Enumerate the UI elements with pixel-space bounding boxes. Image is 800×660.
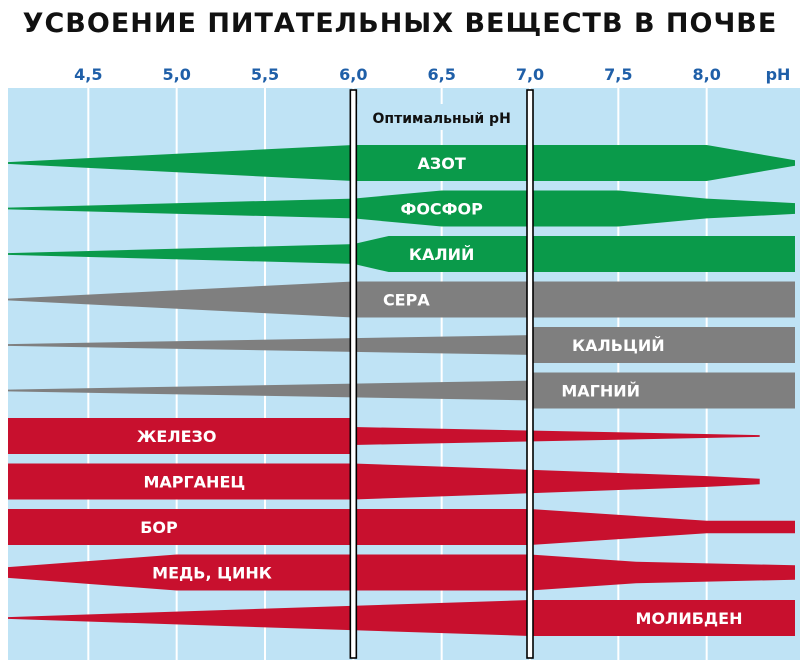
- nutrient-labels: АЗОТ ФОСФОР КАЛИЙ СЕРА КАЛЬЦИЙ МАГНИЙ ЖЕЛЕЗО МА…: [137, 154, 743, 628]
- band-10: [8, 600, 795, 636]
- band-8: [8, 509, 795, 545]
- band-3: [8, 281, 795, 318]
- x-tick-label: 8,0: [692, 65, 720, 84]
- band-5: [8, 372, 795, 409]
- nutrient-bands: [8, 145, 795, 636]
- x-axis-ticks: 4,5 5,0 5,5 6,0 6,5 7,0 7,5 8,0 pH: [74, 65, 790, 84]
- band-0: [8, 145, 795, 181]
- x-tick-label: 7,0: [516, 65, 544, 84]
- optimal-ph-zone: Оптимальный pH: [349, 89, 534, 659]
- band-9: [8, 554, 795, 591]
- band-label: АЗОТ: [418, 154, 466, 173]
- band-1: [8, 190, 795, 227]
- x-tick-label: 6,5: [427, 65, 455, 84]
- band-7: [8, 463, 760, 500]
- band-label: КАЛИЙ: [409, 245, 475, 264]
- optimal-ph-label: Оптимальный pH: [373, 111, 511, 127]
- band-label: МАГНИЙ: [561, 382, 640, 401]
- band-label: ФОСФОР: [400, 200, 483, 219]
- band-label: МАРГАНЕЦ: [143, 473, 245, 492]
- band-6: [8, 418, 760, 454]
- band-label: БОР: [140, 518, 178, 537]
- x-tick-label: 5,0: [162, 65, 190, 84]
- band-label: МЕДЬ, ЦИНК: [152, 564, 272, 583]
- x-tick-label: 6,0: [339, 65, 367, 84]
- band-label: ЖЕЛЕЗО: [137, 427, 217, 446]
- band-label: МОЛИБДЕН: [636, 609, 743, 628]
- x-tick-label: 7,5: [604, 65, 632, 84]
- x-tick-label: 4,5: [74, 65, 102, 84]
- chart-title: УСВОЕНИЕ ПИТАТЕЛЬНЫХ ВЕЩЕСТВ В ПОЧВЕ: [22, 8, 778, 39]
- band-4: [8, 327, 795, 363]
- band-2: [8, 236, 795, 272]
- optimal-label-bg: [357, 104, 526, 130]
- x-tick-label: 5,5: [251, 65, 279, 84]
- optimal-right-bar: [526, 89, 534, 659]
- band-label: СЕРА: [383, 291, 430, 310]
- optimal-left-bar: [349, 89, 358, 659]
- band-label: КАЛЬЦИЙ: [572, 336, 665, 355]
- x-unit-label: pH: [766, 65, 791, 84]
